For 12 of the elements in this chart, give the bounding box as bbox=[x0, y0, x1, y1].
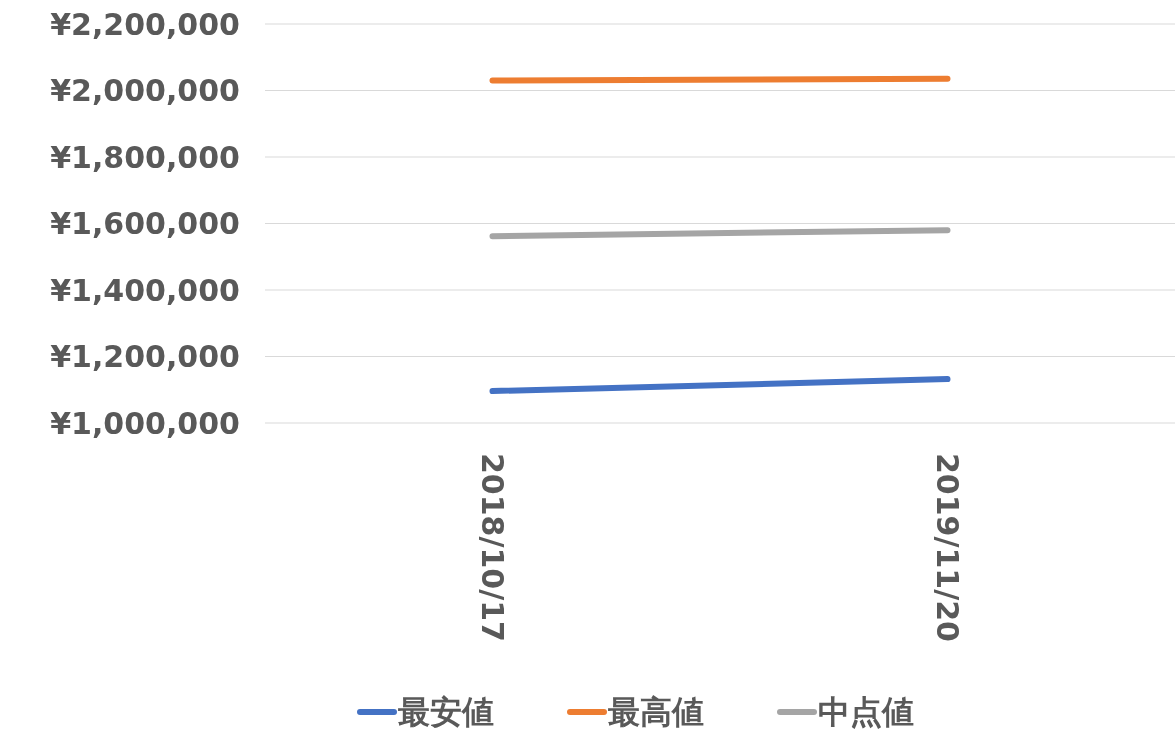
y-tick-label: ¥1,400,000 bbox=[50, 272, 240, 308]
legend-label: 中点値 bbox=[818, 693, 914, 732]
y-tick-label: ¥1,200,000 bbox=[50, 339, 240, 374]
y-tick-label: ¥2,000,000 bbox=[50, 73, 240, 108]
x-tick-label: 2018/10/17 bbox=[475, 453, 510, 642]
y-tick-label: ¥1,000,000 bbox=[50, 405, 240, 441]
y-tick-label: ¥1,600,000 bbox=[50, 206, 240, 241]
y-tick-label: ¥1,800,000 bbox=[50, 139, 240, 175]
x-tick-label: 2019/11/20 bbox=[930, 453, 965, 642]
legend-label: 最高値 bbox=[608, 693, 704, 732]
y-tick-label: ¥2,200,000 bbox=[50, 6, 240, 42]
legend-label: 最安値 bbox=[398, 693, 494, 732]
